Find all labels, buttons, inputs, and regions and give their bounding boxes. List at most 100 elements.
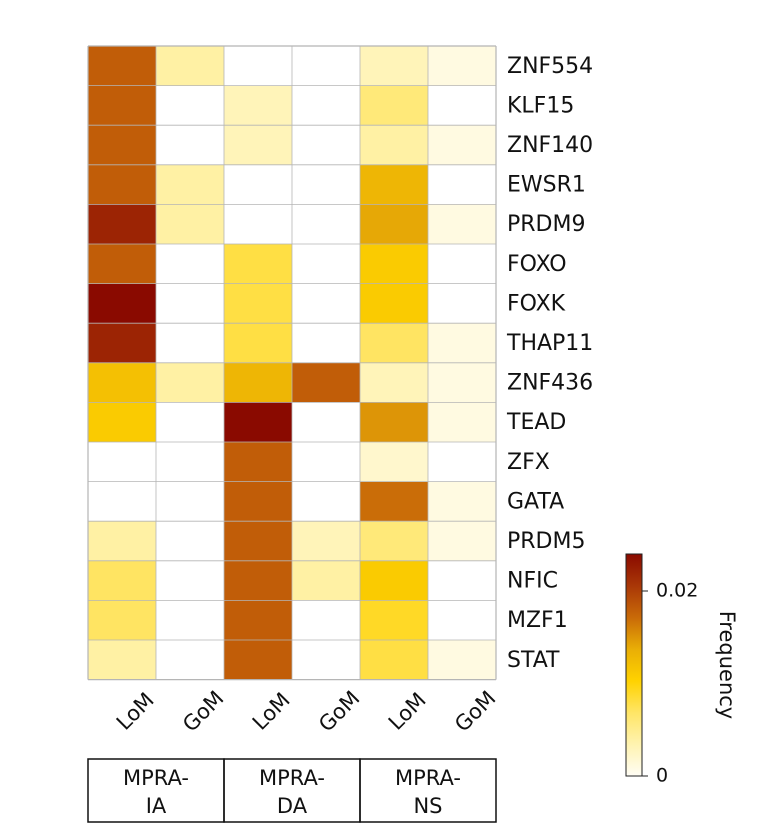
- heatmap-cell: [360, 442, 428, 482]
- row-label: FOXK: [507, 291, 566, 316]
- heatmap-cell: [428, 640, 496, 680]
- heatmap-cell: [360, 244, 428, 284]
- heatmap-cell: [224, 560, 292, 601]
- heatmap-cell: [360, 164, 428, 205]
- heatmap-cell: [224, 125, 292, 165]
- group-boxes: MPRA- IA MPRA- DA MPRA- NS: [87, 758, 497, 823]
- column-label: LoM: [112, 688, 159, 735]
- heatmap-cell: [360, 640, 428, 680]
- heatmap-cell: [428, 560, 496, 601]
- column-labels: LoM GoM LoM GoM LoM GoM: [112, 686, 501, 736]
- row-label: PRDM5: [507, 529, 585, 554]
- heatmap-cell: [88, 560, 156, 601]
- group-label: IA: [146, 794, 167, 818]
- heatmap-cell: [360, 560, 428, 601]
- heatmap-cell: [224, 442, 292, 482]
- heatmap-cell: [88, 244, 156, 284]
- heatmap-cell: [292, 323, 360, 363]
- row-label: ZNF554: [507, 54, 593, 79]
- heatmap-cell: [360, 125, 428, 165]
- heatmap-cell: [292, 481, 360, 522]
- heatmap-cell: [88, 362, 156, 403]
- heatmap-cell: [156, 85, 224, 126]
- column-label: GoM: [178, 686, 228, 736]
- heatmap-cell: [428, 85, 496, 126]
- heatmap-cell: [360, 362, 428, 403]
- row-label: ZFX: [507, 450, 550, 475]
- heatmap-cell: [428, 323, 496, 363]
- heatmap-cell: [292, 244, 360, 284]
- heatmap-cell: [428, 283, 496, 324]
- heatmap-cell: [224, 640, 292, 680]
- heatmap-cell: [360, 481, 428, 522]
- heatmap-cell: [428, 521, 496, 561]
- heatmap-cell: [428, 125, 496, 165]
- heatmap-cell: [88, 125, 156, 165]
- heatmap-cell: [88, 600, 156, 640]
- heatmap-cell: [156, 600, 224, 640]
- row-label: ZNF140: [507, 133, 593, 158]
- heatmap-cell: [156, 283, 224, 324]
- heatmap-cell: [156, 362, 224, 403]
- heatmap-cell: [224, 244, 292, 284]
- heatmap-cell: [428, 442, 496, 482]
- heatmap-cell: [360, 85, 428, 126]
- colorbar-gradient: [625, 553, 643, 777]
- group-box: [359, 758, 497, 823]
- heatmap-cell: [224, 204, 292, 244]
- heatmap-cell: [292, 560, 360, 601]
- heatmap-cell: [360, 323, 428, 363]
- heatmap-grid: [87, 45, 497, 681]
- heatmap-cell: [156, 481, 224, 522]
- row-label: NFIC: [507, 569, 558, 594]
- column-label: GoM: [450, 686, 500, 736]
- row-label: MZF1: [507, 608, 568, 633]
- row-label: STAT: [507, 648, 560, 673]
- heatmap-cell: [428, 481, 496, 522]
- row-label: PRDM9: [507, 212, 585, 237]
- heatmap-cell: [156, 46, 224, 86]
- row-label: ZNF436: [507, 371, 593, 396]
- colorbar: 00.02 Frequency: [625, 553, 739, 787]
- heatmap-cell: [156, 402, 224, 442]
- heatmap-cell: [360, 204, 428, 244]
- row-labels: ZNF554 KLF15 ZNF140 EWSR1 PRDM9 FOXO FOXK THAP1…: [506, 54, 593, 673]
- heatmap-cell: [360, 402, 428, 442]
- heatmap-cell: [292, 46, 360, 86]
- group-label: MPRA-: [123, 766, 189, 790]
- heatmap-cell: [292, 521, 360, 561]
- heatmap-cell: [428, 600, 496, 640]
- heatmap-cell: [428, 46, 496, 86]
- heatmap-cell: [156, 204, 224, 244]
- heatmap-cell: [292, 164, 360, 205]
- heatmap-cell: [428, 164, 496, 205]
- heatmap-cell: [292, 600, 360, 640]
- heatmap-cell: [292, 362, 360, 403]
- heatmap-cell: [428, 362, 496, 403]
- heatmap-cell: [156, 244, 224, 284]
- heatmap-cell: [292, 125, 360, 165]
- heatmap-cell: [292, 442, 360, 482]
- heatmap-cell: [428, 204, 496, 244]
- heatmap-cell: [360, 521, 428, 561]
- heatmap-cell: [360, 600, 428, 640]
- heatmap-cell: [224, 85, 292, 126]
- heatmap-cell: [224, 323, 292, 363]
- heatmap-cell: [88, 323, 156, 363]
- group-label: DA: [277, 794, 308, 818]
- heatmap-cell: [88, 521, 156, 561]
- heatmap-cell: [88, 481, 156, 522]
- heatmap-cell: [88, 283, 156, 324]
- heatmap-cell: [360, 46, 428, 86]
- heatmap-cell: [88, 442, 156, 482]
- row-label: GATA: [507, 489, 564, 514]
- heatmap-cell: [156, 640, 224, 680]
- heatmap-cell: [224, 362, 292, 403]
- heatmap-cell: [156, 442, 224, 482]
- heatmap-cell: [292, 283, 360, 324]
- heatmap-cell: [292, 85, 360, 126]
- colorbar-tick-label: 0: [656, 765, 668, 787]
- heatmap-cell: [224, 46, 292, 86]
- heatmap-cell: [156, 521, 224, 561]
